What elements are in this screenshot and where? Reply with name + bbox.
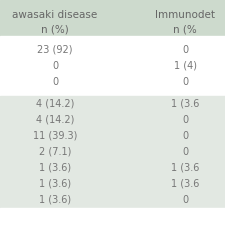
Text: 0: 0 [52, 61, 58, 71]
Text: 4 (14.2): 4 (14.2) [36, 99, 74, 109]
Text: 1 (4): 1 (4) [173, 61, 196, 71]
Text: 11 (39.3): 11 (39.3) [33, 131, 77, 141]
Text: awasaki disease
n (%): awasaki disease n (%) [12, 10, 98, 34]
Bar [0, 36, 225, 42]
Text: 23 (92): 23 (92) [37, 45, 73, 55]
Bar [0, 90, 225, 96]
Text: 4 (14.2): 4 (14.2) [36, 115, 74, 125]
Text: 0: 0 [182, 195, 188, 205]
Text: 1 (3.6: 1 (3.6 [171, 99, 199, 109]
Text: Immunodet
n (%: Immunodet n (% [155, 10, 215, 34]
Text: 0: 0 [182, 131, 188, 141]
Text: 0: 0 [182, 115, 188, 125]
Bar [0, 42, 225, 90]
Text: 1 (3.6): 1 (3.6) [39, 195, 71, 205]
Text: 2 (7.1): 2 (7.1) [39, 147, 71, 157]
Text: 0: 0 [182, 77, 188, 87]
Text: 1 (3.6): 1 (3.6) [39, 163, 71, 173]
Text: 1 (3.6: 1 (3.6 [171, 163, 199, 173]
Text: 0: 0 [182, 45, 188, 55]
Text: 0: 0 [182, 147, 188, 157]
Bar [0, 0, 225, 36]
Bar [0, 96, 225, 208]
Text: 1 (3.6: 1 (3.6 [171, 179, 199, 189]
Text: 1 (3.6): 1 (3.6) [39, 179, 71, 189]
Bar [0, 208, 225, 225]
Text: 0: 0 [52, 77, 58, 87]
